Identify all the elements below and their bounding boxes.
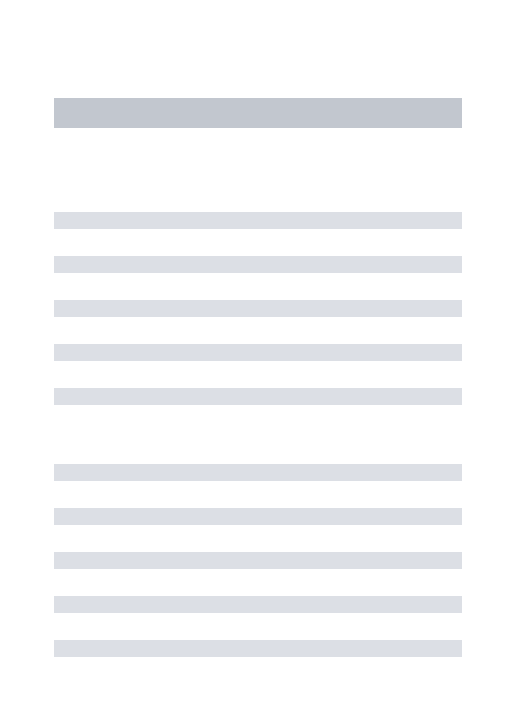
skeleton-line: [54, 300, 462, 317]
skeleton-line: [54, 508, 462, 525]
skeleton-line: [54, 640, 462, 657]
skeleton-line-group-1: [54, 212, 462, 405]
skeleton-line: [54, 344, 462, 361]
skeleton-line: [54, 596, 462, 613]
skeleton-page: [0, 0, 516, 713]
skeleton-line: [54, 256, 462, 273]
skeleton-line: [54, 464, 462, 481]
skeleton-title-bar: [54, 98, 462, 128]
skeleton-group-gap: [54, 432, 462, 464]
skeleton-line: [54, 552, 462, 569]
skeleton-line-group-2: [54, 464, 462, 657]
skeleton-line: [54, 212, 462, 229]
skeleton-line: [54, 388, 462, 405]
